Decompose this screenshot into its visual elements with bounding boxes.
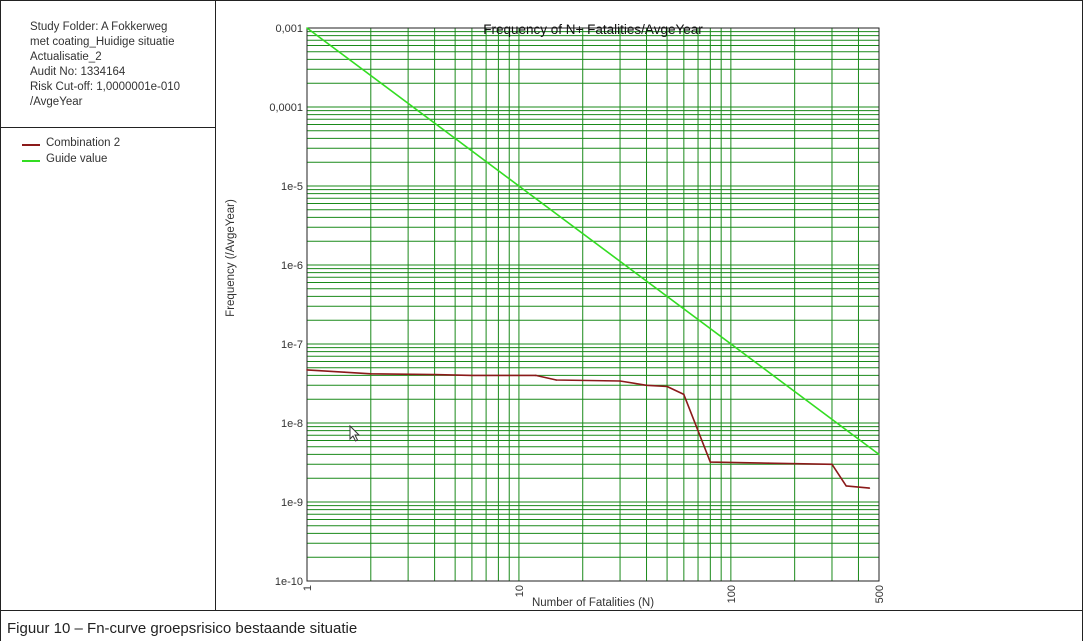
legend-label: Guide value bbox=[46, 153, 108, 165]
x-tick-label: 1 bbox=[302, 585, 314, 591]
study-info-line: met coating_Huidige situatie bbox=[30, 36, 175, 48]
chart-grid bbox=[306, 27, 880, 582]
chart-series bbox=[306, 27, 880, 489]
combination-2-point bbox=[868, 487, 871, 489]
risk-cutoff-unit-line: /AvgeYear bbox=[30, 96, 83, 108]
audit-number-line: Audit No: 1334164 bbox=[30, 66, 126, 78]
study-info-panel: Study Folder: A Fokkerweg met coating_Hu… bbox=[30, 20, 215, 110]
combination-2-point bbox=[534, 374, 537, 377]
combination-2-point bbox=[471, 374, 473, 377]
frame-right-border bbox=[1082, 0, 1083, 641]
figure-caption: Figuur 10 – Fn-curve groepsrisico bestaa… bbox=[7, 620, 358, 637]
x-tick-label: 100 bbox=[726, 585, 738, 603]
y-tick-label: 0,0001 bbox=[269, 102, 303, 114]
frame-top-border bbox=[0, 0, 1083, 1]
y-tick-label: 1e-7 bbox=[281, 339, 303, 351]
legend-swatch bbox=[22, 144, 40, 146]
combination-2-point bbox=[845, 485, 847, 487]
chart-tick-labels: 0,001 0,0001 1e-5 1e-6 1e-7 1e-8 1e-9 1e-101 10 1… bbox=[269, 23, 886, 603]
guide-value-line bbox=[306, 27, 880, 456]
risk-cutoff-line: Risk Cut-off: 1,0000001e-010 bbox=[30, 81, 181, 93]
fn-curve-chart: 0,001 0,0001 1e-5 1e-6 1e-7 1e-8 1e-9 1e-101 10 1… bbox=[225, 22, 886, 609]
combination-2-point bbox=[645, 384, 648, 387]
y-tick-label: 1e-5 bbox=[281, 181, 303, 193]
guide-value-point bbox=[306, 27, 308, 29]
y-tick-label: 0,001 bbox=[275, 23, 303, 35]
combination-2-point bbox=[767, 462, 769, 464]
y-axis-label: Frequency (/AvgeYear) bbox=[225, 199, 237, 317]
plot-area bbox=[306, 27, 880, 582]
legend-swatch bbox=[22, 160, 40, 162]
chart-legend: Combination 2 Guide value bbox=[20, 137, 120, 169]
combination-2-point bbox=[433, 373, 436, 376]
combination-2-point bbox=[555, 379, 558, 381]
legend-label: Combination 2 bbox=[46, 137, 121, 149]
legend-item-guide-value: Guide value bbox=[20, 153, 120, 169]
y-tick-label: 1e-9 bbox=[281, 497, 303, 509]
frame-left-border bbox=[0, 0, 1, 641]
pointer-arrow-icon bbox=[349, 424, 361, 442]
caption-divider bbox=[0, 610, 1083, 611]
combination-2-point bbox=[343, 371, 346, 373]
combination-2-point bbox=[831, 463, 833, 466]
y-tick-label: 1e-8 bbox=[281, 418, 303, 430]
chart-title: Frequency of N+ Fatalities/AvgeYear bbox=[483, 22, 703, 37]
x-tick-label: 10 bbox=[514, 585, 526, 597]
combination-2-point bbox=[369, 372, 372, 375]
x-tick-label: 500 bbox=[874, 585, 886, 603]
combination-2-point bbox=[666, 385, 668, 388]
panel-divider bbox=[215, 0, 216, 610]
y-tick-label: 1e-10 bbox=[275, 576, 303, 588]
legend-item-combination-2: Combination 2 bbox=[20, 137, 120, 153]
combination-2-line bbox=[306, 369, 870, 489]
guide-value-point bbox=[878, 453, 880, 456]
x-axis-label: Number of Fatalities (N) bbox=[532, 597, 654, 609]
combination-2-point bbox=[683, 393, 685, 396]
y-tick-label: 1e-6 bbox=[281, 260, 303, 272]
combination-2-point bbox=[709, 461, 712, 463]
legend-divider bbox=[0, 127, 215, 128]
study-info-line: Actualisatie_2 bbox=[30, 51, 102, 63]
study-info-line: Study Folder: A Fokkerweg bbox=[30, 21, 168, 33]
combination-2-point bbox=[306, 369, 308, 371]
combination-2-point bbox=[619, 380, 621, 382]
